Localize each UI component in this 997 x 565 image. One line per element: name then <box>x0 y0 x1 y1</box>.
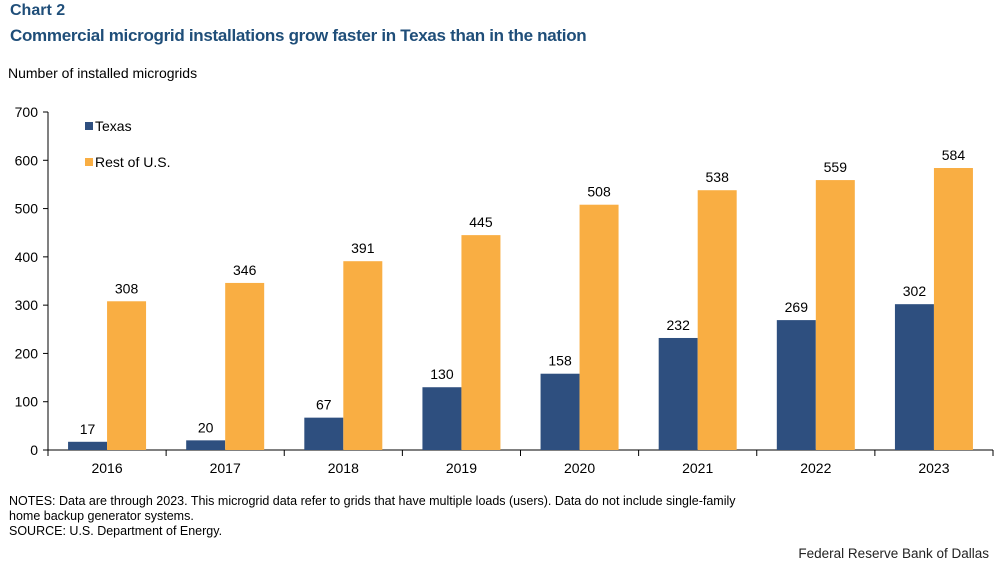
texas-data-label: 130 <box>430 366 454 382</box>
x-tick-label: 2021 <box>682 460 713 476</box>
texas-data-label: 67 <box>316 397 332 413</box>
texas-bar <box>304 417 344 450</box>
x-tick-label: 2016 <box>91 460 122 476</box>
y-tick-label: 400 <box>15 249 39 265</box>
rest-of-us-data-label: 584 <box>942 147 966 163</box>
rest-of-us-bar <box>579 204 619 450</box>
y-tick-label: 0 <box>30 442 38 458</box>
texas-data-label: 158 <box>548 353 572 369</box>
chart-number: Chart 2 <box>10 2 66 19</box>
x-tick-label: 2022 <box>800 460 831 476</box>
texas-data-label: 17 <box>80 421 96 437</box>
texas-bar <box>658 337 698 450</box>
rest-of-us-bar <box>697 190 737 451</box>
notes-text-line2: home backup generator systems. <box>9 509 194 523</box>
y-tick-label: 100 <box>15 394 39 410</box>
texas-bar <box>540 373 580 450</box>
x-tick-label: 2018 <box>328 460 359 476</box>
notes-text-line1: NOTES: Data are through 2023. This micro… <box>9 494 736 508</box>
y-tick-label: 300 <box>15 297 39 313</box>
y-tick-label: 200 <box>15 345 39 361</box>
y-axis-label: Number of installed microgrids <box>8 65 198 81</box>
rest-of-us-bar <box>343 261 383 450</box>
legend-label: Rest of U.S. <box>95 154 170 170</box>
texas-data-label: 232 <box>667 317 691 333</box>
x-tick-label: 2023 <box>918 460 949 476</box>
rest-of-us-data-label: 391 <box>351 240 375 256</box>
rest-of-us-data-label: 538 <box>706 169 730 185</box>
rest-of-us-data-label: 346 <box>233 262 257 278</box>
texas-bar <box>68 441 108 450</box>
texas-data-label: 302 <box>903 283 927 299</box>
rest-of-us-bar <box>107 301 147 450</box>
x-tick-label: 2019 <box>446 460 477 476</box>
legend-swatch <box>85 122 93 130</box>
x-tick-label: 2020 <box>564 460 595 476</box>
texas-data-label: 20 <box>198 419 214 435</box>
legend-label: Texas <box>95 118 132 134</box>
legend-swatch <box>85 158 93 166</box>
texas-data-label: 269 <box>785 299 809 315</box>
rest-of-us-data-label: 508 <box>587 184 611 200</box>
texas-bar <box>186 440 226 450</box>
notes-block: NOTES: Data are through 2023. This micro… <box>9 494 909 539</box>
rest-of-us-data-label: 308 <box>115 280 139 296</box>
rest-of-us-data-label: 445 <box>469 214 493 230</box>
y-tick-label: 600 <box>15 152 39 168</box>
credit-text: Federal Reserve Bank of Dallas <box>798 546 989 561</box>
chart-title: Commercial microgrid installations grow … <box>10 26 587 45</box>
rest-of-us-data-label: 559 <box>824 159 848 175</box>
source-text: SOURCE: U.S. Department of Energy. <box>9 524 223 538</box>
rest-of-us-bar <box>815 180 855 450</box>
x-tick-label: 2017 <box>210 460 241 476</box>
texas-bar <box>776 320 816 450</box>
y-tick-label: 700 <box>15 104 39 120</box>
rest-of-us-bar <box>225 282 265 450</box>
y-tick-label: 500 <box>15 201 39 217</box>
rest-of-us-bar <box>461 235 501 450</box>
texas-bar <box>422 387 462 450</box>
rest-of-us-bar <box>933 168 973 451</box>
texas-bar <box>894 304 934 450</box>
